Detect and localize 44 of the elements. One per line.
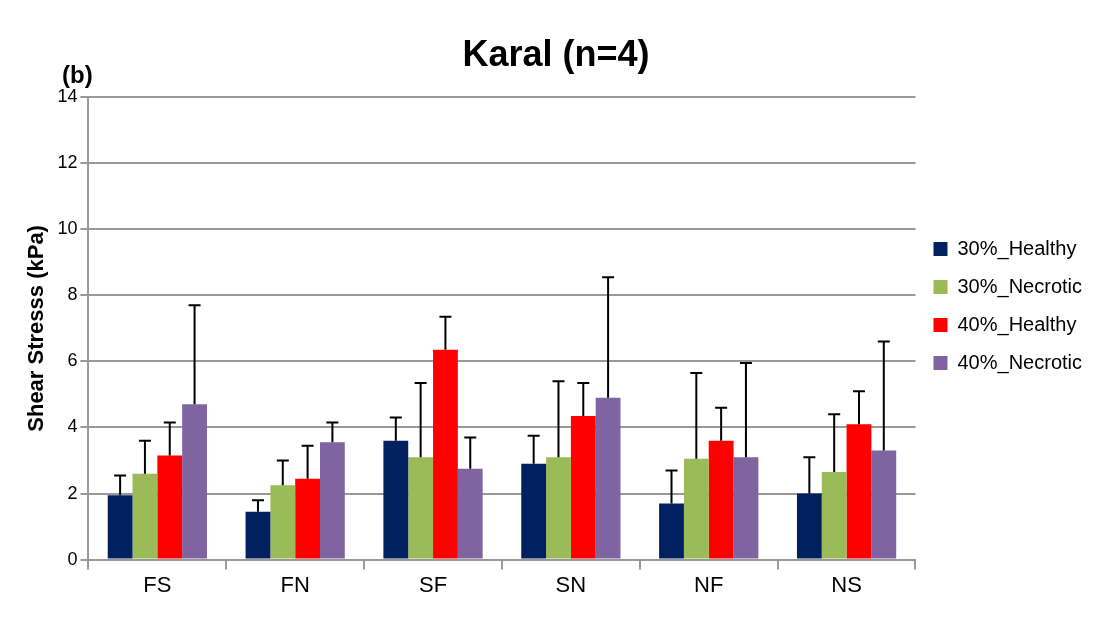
chart-title: Karal (n=4) bbox=[462, 32, 650, 74]
bar bbox=[157, 455, 183, 559]
bar bbox=[659, 503, 684, 559]
bar bbox=[383, 440, 409, 559]
y-tick-label: 8 bbox=[67, 284, 78, 305]
bar bbox=[270, 485, 296, 559]
x-tick-label: SN bbox=[555, 571, 587, 597]
bar bbox=[182, 404, 207, 559]
bar bbox=[245, 511, 271, 559]
bar bbox=[408, 457, 434, 559]
bar bbox=[521, 463, 547, 559]
y-tick-label: 12 bbox=[57, 152, 78, 173]
bar bbox=[796, 493, 822, 559]
bar bbox=[846, 424, 872, 559]
legend-label: 40%_Necrotic bbox=[957, 350, 1083, 374]
y-tick-label: 2 bbox=[67, 482, 78, 503]
bar bbox=[295, 478, 320, 559]
bar bbox=[546, 457, 571, 559]
legend-label: 30%_Necrotic bbox=[957, 274, 1083, 298]
bar bbox=[683, 458, 709, 559]
legend-label: 40%_Healthy bbox=[957, 312, 1077, 336]
bar bbox=[570, 415, 596, 559]
x-tick-label: FN bbox=[280, 571, 310, 597]
x-tick-label: NS bbox=[831, 571, 862, 597]
bar bbox=[821, 472, 847, 559]
y-tick-label: 4 bbox=[67, 416, 78, 437]
bar bbox=[433, 349, 458, 559]
y-axis-title: Shear Stresss (kPa) bbox=[23, 225, 49, 432]
bar bbox=[733, 457, 759, 559]
x-tick-label: FS bbox=[143, 571, 172, 597]
text: (b) bbox=[62, 60, 93, 88]
y-tick-label: 6 bbox=[67, 350, 78, 371]
y-tick-label: 0 bbox=[67, 548, 78, 569]
x-tick-label: SF bbox=[418, 571, 448, 597]
x-tick-label: NF bbox=[694, 571, 724, 597]
y-tick-label: 10 bbox=[57, 218, 78, 239]
legend-label: 30%_Healthy bbox=[957, 236, 1077, 260]
bar bbox=[457, 468, 483, 559]
bar bbox=[320, 442, 345, 559]
bar bbox=[107, 495, 133, 559]
bar bbox=[708, 440, 734, 559]
bar bbox=[595, 397, 621, 559]
bar bbox=[871, 450, 897, 559]
bar bbox=[132, 473, 158, 559]
